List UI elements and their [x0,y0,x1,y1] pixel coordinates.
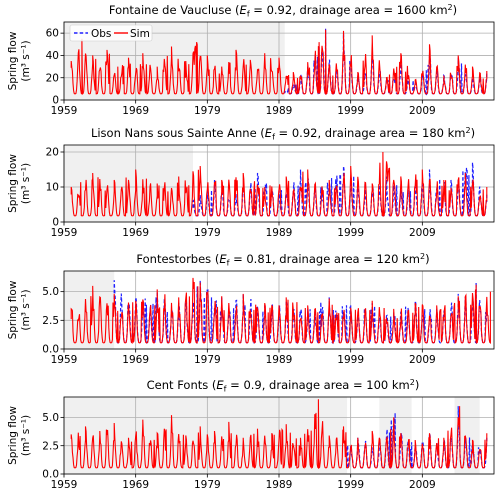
x-tick-label: 1989 [266,479,293,491]
y-tick-label: 0 [52,217,59,229]
title-name: Fontaine de Vaucluse ( [109,3,240,17]
x-tick-label: 1989 [266,105,293,117]
y-tick-label: 20 [46,147,59,159]
x-tick-label: 1959 [51,354,78,366]
x-tick-label: 1979 [194,105,221,117]
title-ef: E [216,378,224,392]
title-close: ) [425,252,430,266]
panel-title: Cent Fonts (Ef = 0.9, drainage area = 10… [147,378,420,394]
panel-2: 1959 1969 1979 1989 1999 2009 0 10 20 Lison Nans … [7,126,495,239]
y-tick-label: 0 [52,95,59,107]
x-tick-label: 1999 [337,479,364,491]
title-stats: = 0.92, drainage area = 180 km [275,126,466,140]
y-tick-label: 0.0 [42,344,59,356]
panel-title: Lison Nans sous Sainte Anne (Ef = 0.92, … [91,126,475,142]
legend: Obs Sim [69,24,153,42]
y-axis-label: Spring flow [7,280,19,339]
title-ef: E [240,3,248,17]
y-axis-label: Spring flow [7,406,19,465]
x-tick-label: 1969 [122,105,149,117]
legend-box [69,24,153,42]
title-stats: = 0.9, drainage area = 100 km [227,378,410,392]
title-close: ) [471,126,476,140]
x-tick-label: 1969 [122,479,149,491]
series-line-sim [70,399,488,469]
title-ef-subscript: f [247,10,250,19]
y-tick-label: 2.5 [42,440,59,452]
y-axis-unit: (m³ s⁻¹) [20,415,32,456]
title-name: Lison Nans sous Sainte Anne ( [91,126,265,140]
title-close: ) [415,378,420,392]
x-tick-label: 1979 [194,479,221,491]
y-tick-label: 60 [46,28,59,40]
series-line-sim [70,277,491,344]
title-ef-subscript: f [227,259,230,268]
title-superscript: 2 [448,3,453,12]
legend-label-sim: Sim [130,28,150,40]
y-tick-label: 0.0 [42,469,59,481]
y-axis-label: Spring flow [7,154,19,213]
panel-1: 1959 1969 1979 1989 1999 2009 0 20 40 60 Fontaine … [7,3,495,117]
x-tick-label: 1979 [194,354,221,366]
title-name: Fontestorbes ( [136,252,219,266]
y-axis-unit: (m³ s⁻¹) [20,40,32,81]
x-tick-label: 2009 [409,105,436,117]
panel-3: 1959 1969 1979 1989 1999 2009 0.0 2.5 5.0 Fontest… [7,252,495,366]
title-ef: E [219,252,227,266]
y-tick-label: 5.0 [42,286,59,298]
title-ef: E [265,126,273,140]
title-superscript: 2 [465,126,470,135]
title-ef-subscript: f [224,385,227,394]
x-tick-label: 1989 [266,227,293,239]
x-tick-label: 1989 [266,354,293,366]
series-line-sim [70,151,488,217]
y-tick-label: 2.5 [42,315,59,327]
panel-title: Fontestorbes (Ef = 0.81, drainage area =… [136,252,429,268]
x-tick-label: 1999 [337,105,364,117]
legend-label-obs: Obs [91,28,111,40]
x-tick-label: 2009 [409,227,436,239]
x-tick-label: 1959 [51,105,78,117]
series-line-sim [70,29,488,96]
title-ef-subscript: f [272,133,275,142]
x-tick-label: 1979 [194,227,221,239]
x-tick-label: 1999 [337,227,364,239]
panel-4: 1959 1969 1979 1989 1999 2009 0.0 2.5 5.0 Cent Fo… [7,378,495,491]
x-tick-label: 2009 [409,354,436,366]
y-tick-label: 40 [46,50,59,62]
panel-title: Fontaine de Vaucluse (Ef = 0.92, drainag… [109,3,457,19]
y-axis-unit: (m³ s⁻¹) [20,289,32,330]
y-tick-label: 20 [46,72,59,84]
y-axis-label: Spring flow [7,31,19,90]
x-tick-label: 1959 [51,479,78,491]
title-stats: = 0.81, drainage area = 120 km [229,252,420,266]
x-tick-label: 1999 [337,354,364,366]
title-superscript: 2 [410,378,415,387]
title-stats: = 0.92, drainage area = 1600 km [250,3,448,17]
y-axis-unit: (m³ s⁻¹) [20,163,32,204]
x-tick-label: 1969 [122,354,149,366]
title-close: ) [453,3,458,17]
y-tick-label: 10 [46,182,59,194]
title-superscript: 2 [420,252,425,261]
x-tick-label: 2009 [409,479,436,491]
title-name: Cent Fonts ( [147,378,217,392]
x-tick-label: 1969 [122,227,149,239]
x-tick-label: 1959 [51,227,78,239]
y-tick-label: 5.0 [42,412,59,424]
